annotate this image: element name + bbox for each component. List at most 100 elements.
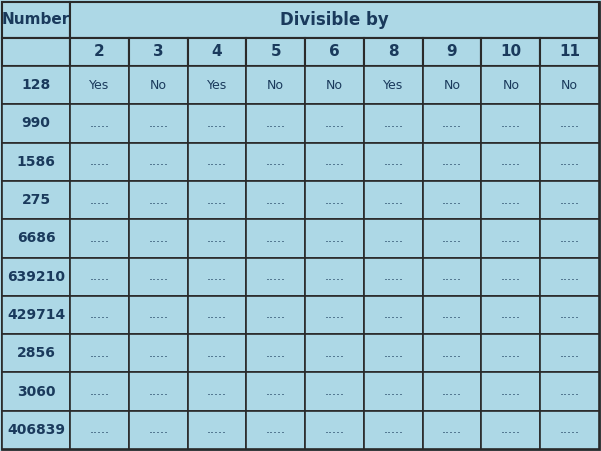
Bar — [129, 104, 188, 143]
Text: .....: ..... — [207, 385, 227, 398]
Text: No: No — [326, 78, 343, 92]
Text: .....: ..... — [148, 347, 168, 360]
Text: No: No — [502, 78, 519, 92]
Bar — [2, 219, 70, 258]
Text: 5: 5 — [270, 45, 281, 60]
Text: 429714: 429714 — [7, 308, 65, 322]
Bar — [540, 181, 599, 219]
Bar — [305, 258, 364, 296]
Bar — [246, 258, 305, 296]
Bar — [188, 104, 246, 143]
Text: .....: ..... — [560, 423, 579, 437]
Bar — [188, 38, 246, 66]
Text: .....: ..... — [501, 193, 521, 207]
Text: .....: ..... — [207, 193, 227, 207]
Bar — [481, 143, 540, 181]
Text: 128: 128 — [22, 78, 50, 92]
Bar — [188, 334, 246, 373]
Bar — [364, 143, 423, 181]
Bar — [70, 181, 129, 219]
Bar — [540, 104, 599, 143]
Text: .....: ..... — [501, 232, 521, 245]
Text: .....: ..... — [90, 308, 109, 322]
Text: .....: ..... — [325, 232, 344, 245]
Text: .....: ..... — [90, 193, 109, 207]
Text: .....: ..... — [501, 347, 521, 360]
Bar — [423, 143, 481, 181]
Bar — [188, 296, 246, 334]
Bar — [70, 38, 129, 66]
Text: 10: 10 — [500, 45, 522, 60]
Text: .....: ..... — [90, 347, 109, 360]
Bar — [2, 66, 70, 104]
Text: .....: ..... — [501, 385, 521, 398]
Text: .....: ..... — [90, 232, 109, 245]
Bar — [246, 38, 305, 66]
Text: .....: ..... — [148, 155, 168, 168]
Bar — [129, 334, 188, 373]
Text: 406839: 406839 — [7, 423, 65, 437]
Bar — [481, 38, 540, 66]
Bar — [70, 66, 129, 104]
Bar — [2, 143, 70, 181]
Bar — [246, 104, 305, 143]
Text: .....: ..... — [266, 193, 285, 207]
Text: 2: 2 — [94, 45, 105, 60]
Text: .....: ..... — [383, 270, 403, 283]
Text: .....: ..... — [501, 308, 521, 322]
Text: Divisible by: Divisible by — [280, 11, 389, 29]
Bar — [305, 66, 364, 104]
Bar — [2, 296, 70, 334]
Text: 8: 8 — [388, 45, 398, 60]
Bar — [305, 373, 364, 411]
Bar — [2, 258, 70, 296]
Text: .....: ..... — [383, 117, 403, 130]
Text: .....: ..... — [325, 308, 344, 322]
Text: .....: ..... — [501, 155, 521, 168]
Text: 2856: 2856 — [17, 346, 55, 360]
Text: .....: ..... — [207, 232, 227, 245]
Text: 6: 6 — [329, 45, 340, 60]
Text: .....: ..... — [383, 347, 403, 360]
Text: 11: 11 — [559, 45, 580, 60]
Text: .....: ..... — [383, 193, 403, 207]
Text: .....: ..... — [325, 193, 344, 207]
Text: .....: ..... — [442, 347, 462, 360]
Bar — [129, 219, 188, 258]
Text: .....: ..... — [442, 117, 462, 130]
Text: .....: ..... — [90, 270, 109, 283]
Bar — [246, 143, 305, 181]
Text: Number: Number — [2, 13, 70, 28]
Text: 4: 4 — [212, 45, 222, 60]
Bar — [364, 258, 423, 296]
Bar — [305, 38, 364, 66]
Text: .....: ..... — [90, 155, 109, 168]
Bar — [70, 104, 129, 143]
Bar — [2, 181, 70, 219]
Bar — [70, 219, 129, 258]
Bar — [305, 334, 364, 373]
Text: .....: ..... — [560, 232, 579, 245]
Bar — [481, 181, 540, 219]
Text: No: No — [267, 78, 284, 92]
Text: .....: ..... — [266, 232, 285, 245]
Bar — [305, 143, 364, 181]
Bar — [129, 181, 188, 219]
Text: .....: ..... — [148, 270, 168, 283]
Bar — [481, 66, 540, 104]
Bar — [246, 411, 305, 449]
Text: .....: ..... — [325, 117, 344, 130]
Text: .....: ..... — [207, 347, 227, 360]
Text: Yes: Yes — [207, 78, 227, 92]
Bar — [188, 66, 246, 104]
Bar — [188, 143, 246, 181]
Bar — [423, 66, 481, 104]
Bar — [423, 258, 481, 296]
Text: 1586: 1586 — [17, 155, 55, 169]
Bar — [70, 2, 599, 38]
Bar — [481, 104, 540, 143]
Text: .....: ..... — [442, 155, 462, 168]
Bar — [481, 258, 540, 296]
Text: .....: ..... — [325, 423, 344, 437]
Text: Yes: Yes — [90, 78, 109, 92]
